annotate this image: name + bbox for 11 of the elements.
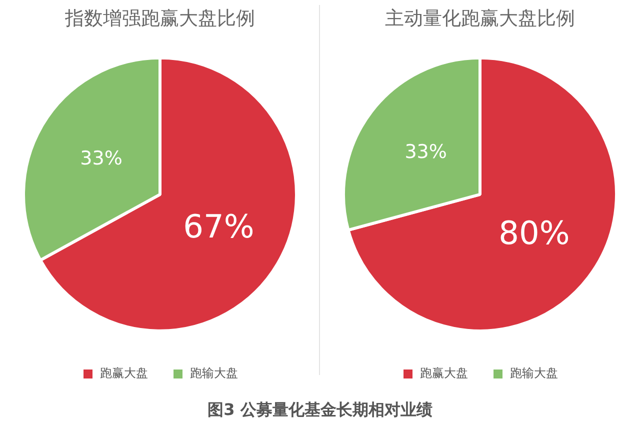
- data-label: 80%: [498, 214, 570, 252]
- data-label: 33%: [404, 140, 447, 163]
- legend-label: 跑赢大盘: [420, 366, 468, 380]
- legend-label: 跑输大盘: [190, 366, 238, 380]
- chart-title: 指数增强跑赢大盘比例: [64, 7, 255, 30]
- data-label: 67%: [183, 207, 254, 246]
- chart-title: 主动量化跑赢大盘比例: [385, 7, 575, 30]
- legend-label: 跑赢大盘: [100, 366, 148, 380]
- caption: 图3 公募量化基金长期相对业绩: [206, 400, 434, 421]
- data-label: 33%: [80, 148, 122, 170]
- legend-label: 跑输大盘: [510, 366, 558, 380]
